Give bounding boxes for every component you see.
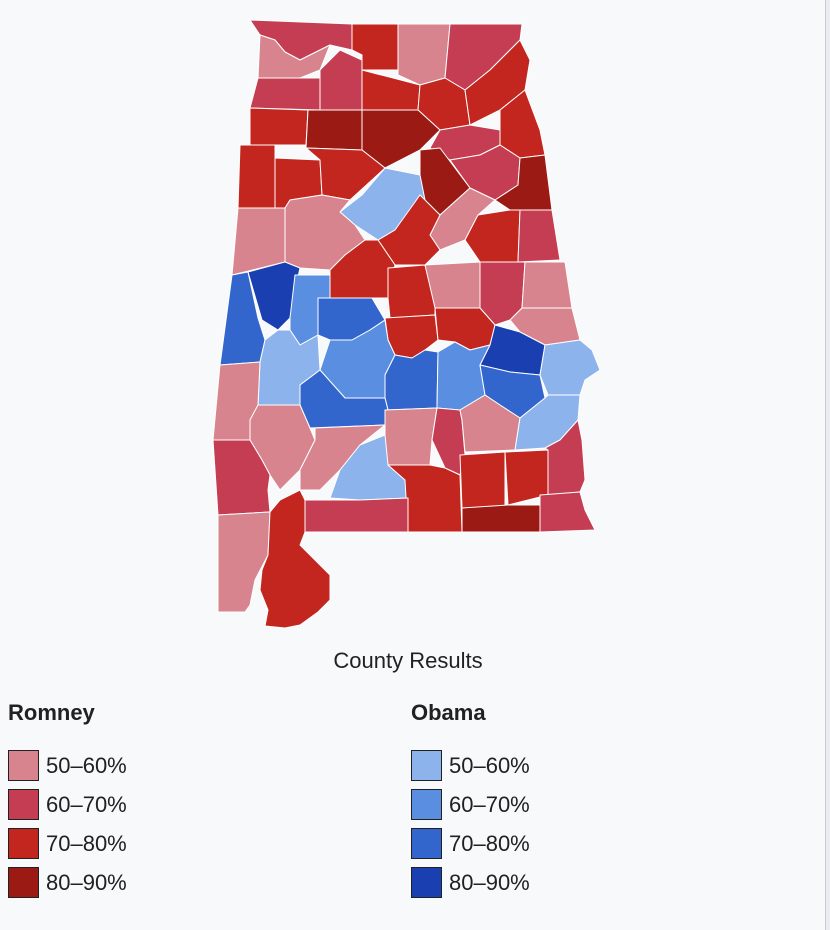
map-caption: County Results (333, 648, 483, 673)
legend-label: 60–70% (46, 791, 127, 817)
county (459, 451, 506, 509)
county (387, 464, 463, 533)
legend-item: 80–90% (8, 863, 127, 902)
county (397, 23, 451, 86)
legend-label: 50–60% (46, 752, 127, 778)
legend-label: 70–80% (449, 830, 530, 856)
legend-swatch (411, 750, 442, 781)
map-svg (212, 19, 601, 629)
county (304, 497, 409, 533)
legend-item: 70–80% (411, 824, 530, 863)
county (521, 261, 573, 309)
county (249, 77, 321, 111)
county (461, 504, 541, 533)
legend-swatch (411, 828, 442, 859)
county (544, 419, 586, 496)
legend-swatch (8, 867, 39, 898)
legend-item: 80–90% (411, 863, 530, 902)
county (237, 144, 276, 209)
legend-swatch (8, 789, 39, 820)
legend-item: 50–60% (411, 746, 530, 785)
legend-title-obama: Obama (411, 700, 486, 725)
legend-title-romney: Romney (8, 700, 95, 725)
county (434, 307, 496, 351)
legend-label: 50–60% (449, 752, 530, 778)
county (249, 404, 316, 491)
county (424, 261, 481, 309)
legend-label: 70–80% (46, 830, 127, 856)
legend-label: 80–90% (449, 869, 530, 895)
county (539, 339, 601, 396)
county (464, 39, 531, 126)
legend-swatch (411, 789, 442, 820)
legend-swatch (8, 750, 39, 781)
legend-obama: Obama 50–60% 60–70% 70–80% 80–90% (411, 700, 530, 902)
county (217, 511, 271, 613)
legend-swatch (8, 828, 39, 859)
county (305, 109, 363, 151)
legend-romney: Romney 50–60% 60–70% 70–80% 80–90% (8, 700, 127, 902)
legend-label: 60–70% (449, 791, 530, 817)
county (299, 424, 386, 491)
legend-item: 50–60% (8, 746, 127, 785)
legend-item: 60–70% (411, 785, 530, 824)
county (319, 49, 363, 111)
alabama-county-map (212, 19, 601, 629)
legend-swatch (411, 867, 442, 898)
legend-item: 70–80% (8, 824, 127, 863)
page-edge (825, 0, 830, 930)
legend-label: 80–90% (46, 869, 127, 895)
county (384, 407, 438, 466)
county (539, 491, 596, 533)
county (517, 209, 561, 263)
county (384, 349, 439, 411)
county (249, 107, 309, 146)
county (259, 489, 331, 629)
legend-item: 60–70% (8, 785, 127, 824)
